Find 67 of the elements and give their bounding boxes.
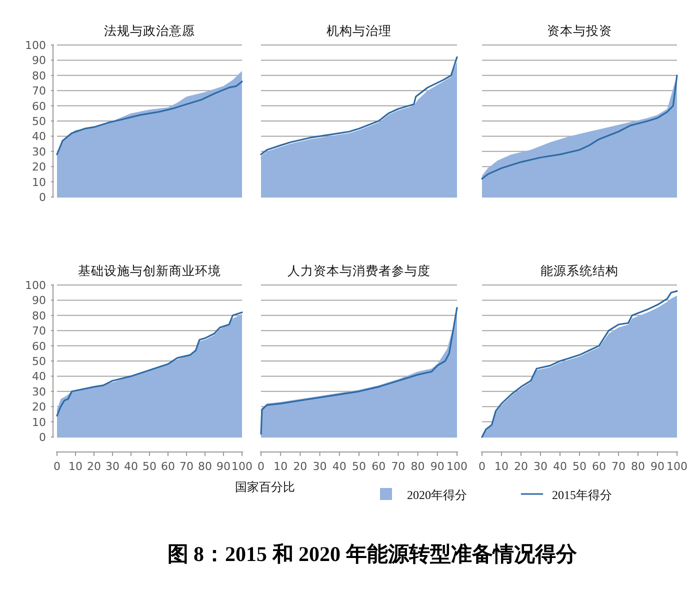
y-tick-label: 70 xyxy=(32,84,46,98)
x-tick-label: 100 xyxy=(446,460,468,473)
y-tick-label: 100 xyxy=(25,39,46,52)
y-tick-label: 50 xyxy=(32,355,46,368)
chart-title: 人力资本与消费者参与度 xyxy=(288,263,430,278)
y-tick-label: 60 xyxy=(32,340,46,353)
y-tick-label: 30 xyxy=(32,385,46,398)
x-tick-label: 50 xyxy=(142,460,156,473)
x-tick-label: 0 xyxy=(54,460,60,473)
chart-title: 资本与投资 xyxy=(547,23,612,38)
y-tick-label: 60 xyxy=(32,100,46,113)
x-tick-label: 50 xyxy=(352,460,366,473)
x-tick-label: 80 xyxy=(410,460,425,473)
y-tick-label: 10 xyxy=(32,416,46,429)
x-tick-label: 90 xyxy=(430,460,444,473)
y-tick-label: 70 xyxy=(32,324,46,338)
x-tick-label: 30 xyxy=(106,460,120,473)
y-tick-label: 0 xyxy=(39,431,46,444)
x-tick-label: 30 xyxy=(534,460,548,473)
x-tick-label: 20 xyxy=(87,460,101,473)
x-tick-label: 40 xyxy=(124,460,138,473)
x-tick-label: 0 xyxy=(478,460,486,473)
x-tick-label: 100 xyxy=(232,460,252,473)
x-tick-label: 90 xyxy=(650,460,664,473)
x-axis-title: 国家百分比 xyxy=(235,480,295,494)
y-tick-label: 10 xyxy=(32,176,46,189)
x-tick-label: 70 xyxy=(180,460,194,473)
chart-title: 法规与政治意愿 xyxy=(104,23,195,38)
y-tick-label: 80 xyxy=(32,69,46,82)
x-tick-label: 30 xyxy=(312,460,327,473)
y-tick-label: 90 xyxy=(32,54,46,68)
y-tick-label: 40 xyxy=(32,370,46,384)
caption: 图 8：2015 和 2020 年能源转型准备情况得分 xyxy=(167,542,578,566)
x-tick-label: 40 xyxy=(332,460,346,473)
x-tick-label: 10 xyxy=(494,460,508,473)
x-tick-label: 60 xyxy=(372,460,386,473)
x-tick-label: 20 xyxy=(293,460,308,473)
x-tick-label: 90 xyxy=(216,460,230,473)
y-tick-label: 0 xyxy=(39,191,46,204)
x-tick-label: 70 xyxy=(391,460,406,473)
y-tick-label: 40 xyxy=(32,130,46,144)
x-tick-label: 70 xyxy=(612,460,626,473)
legend-label: 2020年得分 xyxy=(407,488,467,502)
x-tick-label: 0 xyxy=(258,460,264,473)
chart-title: 基础设施与创新商业环境 xyxy=(78,263,221,278)
chart-title: 能源系统结构 xyxy=(540,263,618,278)
x-tick-label: 20 xyxy=(514,460,528,473)
x-tick-label: 50 xyxy=(572,460,586,473)
chart-title: 机构与治理 xyxy=(326,23,392,38)
x-tick-label: 60 xyxy=(592,460,606,473)
y-tick-label: 80 xyxy=(32,309,46,322)
line-series xyxy=(56,312,243,417)
x-tick-label: 40 xyxy=(553,460,567,473)
legend-label: 2015年得分 xyxy=(552,488,612,502)
y-tick-label: 100 xyxy=(25,279,46,292)
line-series xyxy=(56,80,243,156)
x-tick-label: 100 xyxy=(666,460,688,473)
y-tick-label: 20 xyxy=(32,160,46,174)
x-tick-label: 60 xyxy=(161,460,175,473)
y-tick-label: 30 xyxy=(32,145,46,158)
x-tick-label: 80 xyxy=(631,460,645,473)
y-tick-label: 20 xyxy=(32,400,46,414)
y-tick-label: 90 xyxy=(32,294,46,308)
x-tick-label: 10 xyxy=(274,460,288,473)
x-tick-label: 80 xyxy=(198,460,212,473)
x-tick-label: 10 xyxy=(68,460,82,473)
y-tick-label: 50 xyxy=(32,115,46,128)
